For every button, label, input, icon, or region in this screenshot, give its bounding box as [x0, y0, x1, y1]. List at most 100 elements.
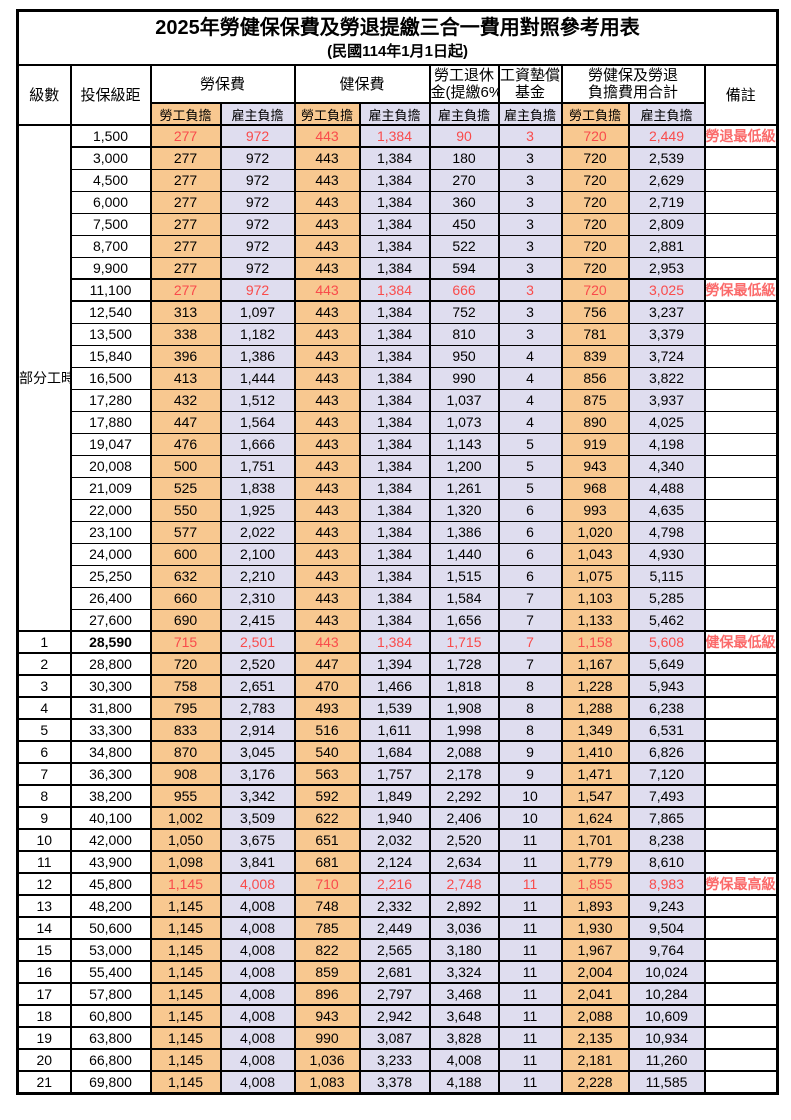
cell-pension-employer: 1,073: [428, 410, 500, 434]
cell-wage-fund-employer: 3: [497, 146, 563, 170]
col-header-total: 勞健保及勞退 負擔費用合計: [560, 64, 706, 104]
cell-labor-employer: 2,783: [219, 696, 296, 720]
cell-bracket: 48,200: [69, 894, 152, 918]
cell-remark: [703, 718, 779, 742]
title-row: 2025年勞健保保費及勞退提繳三合一費用對照參考用表 (民國114年1月1日起): [16, 9, 779, 66]
cell-wage-fund-employer: 11: [497, 1026, 563, 1050]
cell-wage-fund-employer: 11: [497, 938, 563, 962]
cell-wage-fund-employer: 7: [497, 586, 563, 610]
table-row: 12 45,800 1,145 4,008 710 2,216 2,748 11 1,855 8,…: [16, 872, 779, 896]
cell-total-employer: 5,608: [627, 630, 706, 654]
cell-labor-employer: 3,045: [219, 740, 296, 764]
cell-labor-employer: 4,008: [219, 960, 296, 984]
cell-labor-employer: 1,666: [219, 432, 296, 456]
table-row: 19,047 476 1,666 443 1,384 1,143 5 919 4,198: [18, 432, 779, 456]
cell-health-employee: 990: [293, 1026, 361, 1050]
table-row: 21,009 525 1,838 443 1,384 1,261 5 968 4,488: [18, 476, 779, 500]
table-row: 11 43,900 1,098 3,841 681 2,124 2,634 11 1,779 8,…: [16, 850, 779, 874]
table-row: 26,400 660 2,310 443 1,384 1,584 7 1,103 5,285: [18, 586, 779, 610]
part-time-group-label: 部分工時: [16, 124, 72, 632]
cell-total-employee: 1,167: [560, 652, 630, 676]
cell-health-employer: 1,384: [358, 146, 431, 170]
table-row: 13 48,200 1,145 4,008 748 2,332 2,892 11 1,893 9,…: [16, 894, 779, 918]
table-row: 3 30,300 758 2,651 470 1,466 1,818 8 1,228 5,943: [16, 674, 779, 698]
cell-labor-employee: 1,050: [149, 828, 222, 852]
cell-total-employer: 5,649: [627, 652, 706, 676]
cell-total-employer: 3,937: [627, 388, 706, 412]
cell-health-employee: 443: [293, 146, 361, 170]
cell-remark: [703, 982, 779, 1006]
cell-total-employee: 2,041: [560, 982, 630, 1006]
cell-wage-fund-employer: 9: [497, 740, 563, 764]
table-row: 18 60,800 1,145 4,008 943 2,942 3,648 11 2,088 10…: [16, 1004, 779, 1028]
cell-labor-employee: 1,145: [149, 894, 222, 918]
cell-health-employer: 1,384: [358, 630, 431, 654]
cell-labor-employer: 1,182: [219, 322, 296, 346]
subheader-total-employee: 勞工負擔: [560, 102, 630, 126]
cell-bracket: 33,300: [69, 718, 152, 742]
cell-wage-fund-employer: 11: [497, 872, 563, 896]
cell-health-employee: 592: [293, 784, 361, 808]
cell-remark: [703, 916, 779, 940]
cell-labor-employee: 432: [149, 388, 222, 412]
header-row-burden: 勞工負擔 雇主負擔 勞工負擔 雇主負擔 雇主負擔 雇主負擔 勞工負擔 雇主負擔: [18, 102, 778, 126]
cell-labor-employer: 2,415: [219, 608, 296, 632]
cell-bracket: 13,500: [69, 322, 152, 346]
cell-level: 19: [16, 1026, 72, 1050]
cell-pension-employer: 3,180: [428, 938, 500, 962]
page-title: 2025年勞健保保費及勞退提繳三合一費用對照參考用表: [155, 16, 640, 39]
cell-labor-employer: 972: [219, 256, 296, 280]
cell-labor-employee: 1,145: [149, 872, 222, 896]
cell-level: 14: [16, 916, 72, 940]
cell-wage-fund-employer: 4: [497, 410, 563, 434]
cell-labor-employer: 1,751: [219, 454, 296, 478]
cell-bracket: 28,590: [69, 630, 152, 654]
cell-labor-employee: 413: [149, 366, 222, 390]
cell-total-employer: 10,284: [627, 982, 706, 1006]
table-row: 14 50,600 1,145 4,008 785 2,449 3,036 11 1,930 9,…: [16, 916, 779, 940]
cell-labor-employee: 277: [149, 234, 222, 258]
cell-health-employer: 1,384: [358, 608, 431, 632]
cell-bracket: 26,400: [69, 586, 152, 610]
cell-pension-employer: 1,261: [428, 476, 500, 500]
cell-health-employee: 859: [293, 960, 361, 984]
cell-pension-employer: 990: [428, 366, 500, 390]
cell-remark: [703, 366, 779, 390]
cell-pension-employer: 1,200: [428, 454, 500, 478]
cell-health-employee: 563: [293, 762, 361, 786]
cell-wage-fund-employer: 4: [497, 388, 563, 412]
cell-labor-employee: 908: [149, 762, 222, 786]
cell-total-employer: 8,238: [627, 828, 706, 852]
cell-total-employer: 6,238: [627, 696, 706, 720]
cell-total-employee: 1,547: [560, 784, 630, 808]
cell-total-employer: 2,881: [627, 234, 706, 258]
cell-wage-fund-employer: 11: [497, 894, 563, 918]
cell-pension-employer: 1,728: [428, 652, 500, 676]
cell-labor-employee: 277: [149, 278, 222, 302]
cell-health-employer: 1,384: [358, 124, 431, 148]
cell-labor-employee: 690: [149, 608, 222, 632]
cell-pension-employer: 3,648: [428, 1004, 500, 1028]
cell-total-employer: 7,493: [627, 784, 706, 808]
cell-remark: [703, 1004, 779, 1028]
cell-total-employer: 5,943: [627, 674, 706, 698]
cell-bracket: 63,800: [69, 1026, 152, 1050]
cell-level: 15: [16, 938, 72, 962]
cell-remark: [703, 740, 779, 764]
cell-total-employer: 3,379: [627, 322, 706, 346]
cell-total-employer: 4,930: [627, 542, 706, 566]
cell-health-employee: 443: [293, 256, 361, 280]
cell-health-employer: 1,384: [358, 564, 431, 588]
cell-remark: [703, 652, 779, 676]
cell-health-employee: 443: [293, 322, 361, 346]
cell-total-employer: 4,340: [627, 454, 706, 478]
cell-level: 2: [16, 652, 72, 676]
cell-pension-employer: 1,715: [428, 630, 500, 654]
cell-health-employer: 1,384: [358, 190, 431, 214]
cell-pension-employer: 90: [428, 124, 500, 148]
table-row: 17,280 432 1,512 443 1,384 1,037 4 875 3,937: [18, 388, 779, 412]
cell-wage-fund-employer: 3: [497, 256, 563, 280]
cell-labor-employer: 4,008: [219, 916, 296, 940]
cell-total-employer: 6,826: [627, 740, 706, 764]
cell-total-employer: 11,585: [627, 1070, 706, 1094]
